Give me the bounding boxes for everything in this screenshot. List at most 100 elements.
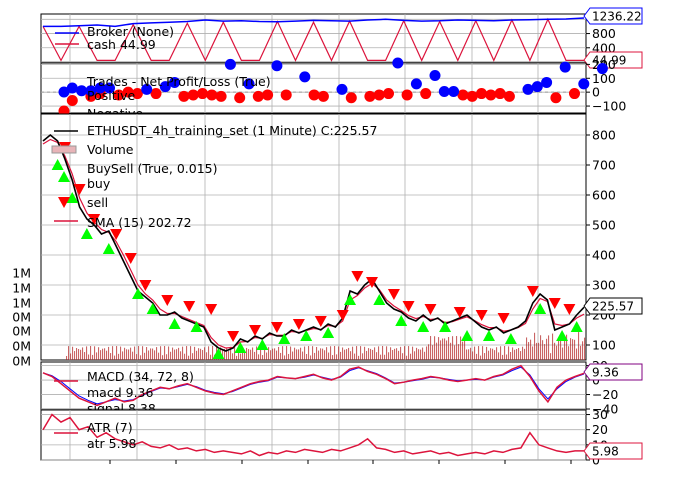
volume-bar	[110, 353, 112, 360]
volume-bar	[574, 339, 576, 360]
volume-bar	[378, 346, 380, 360]
trade-negative-dot	[262, 89, 274, 101]
volume-bar	[452, 336, 454, 360]
volume-bar	[422, 347, 424, 360]
price-ytick-label: 700	[592, 158, 616, 173]
volume-bar	[254, 351, 256, 360]
volume-bar	[276, 350, 278, 360]
volume-bar	[140, 355, 142, 360]
volume-bar	[548, 335, 550, 360]
volume-bar	[402, 353, 404, 360]
buy-marker	[256, 339, 269, 350]
volume-bar	[198, 348, 200, 360]
price-legend-sell-marker	[58, 197, 70, 208]
volume-bar	[532, 346, 534, 360]
volume-bar	[194, 346, 196, 360]
trade-negative-dot	[197, 88, 208, 100]
volume-bar	[350, 351, 352, 360]
volume-bar	[232, 353, 234, 360]
volume-axis-label: 0M	[12, 354, 31, 369]
volume-bar	[368, 348, 370, 360]
buy-marker	[212, 348, 225, 359]
trade-positive-dot	[336, 83, 348, 95]
volume-bar	[528, 342, 530, 360]
volume-bar	[550, 353, 552, 360]
volume-bar	[510, 352, 512, 360]
volume-bar	[482, 346, 484, 360]
volume-bar	[538, 342, 540, 360]
volume-bar	[474, 346, 476, 360]
price-legend-buy-marker	[58, 171, 70, 182]
volume-bar	[364, 346, 366, 360]
trade-negative-dot	[187, 89, 199, 101]
price-frame	[40, 113, 587, 361]
volume-bar	[524, 348, 526, 360]
volume-bar	[370, 348, 372, 360]
volume-axis-label: 1M	[12, 281, 31, 296]
volume-bar	[516, 349, 518, 360]
atr-ytick-label: 0	[592, 453, 600, 468]
buy-marker	[439, 321, 452, 332]
macd-line	[42, 364, 585, 407]
volume-bar	[394, 348, 396, 360]
trade-negative-dot	[364, 90, 376, 102]
buy-marker	[234, 342, 247, 353]
volume-bar	[416, 347, 418, 360]
volume-bar	[404, 346, 406, 360]
volume-bar	[136, 354, 138, 360]
atr-ytick-label: 20	[592, 422, 608, 437]
broker-last-value-box	[583, 7, 643, 25]
sell-marker	[475, 310, 488, 321]
macd-legend-title: MACD (34, 72, 8)	[87, 369, 194, 384]
trade-negative-dot	[383, 88, 394, 100]
volume-bar	[304, 346, 306, 360]
sell-marker	[73, 184, 86, 195]
trade-negative-dot	[503, 90, 515, 102]
trade-positive-dot	[224, 58, 236, 70]
volume-bar	[498, 352, 500, 360]
volume-bar	[132, 351, 134, 360]
volume-bar	[366, 350, 368, 360]
trade-negative-dot	[457, 89, 469, 101]
volume-bar	[504, 346, 506, 360]
trade-positive-dot	[94, 82, 106, 94]
volume-bar	[260, 346, 262, 360]
atr-last-value-box	[583, 442, 643, 460]
volume-bar	[542, 340, 544, 360]
volume-bar	[282, 346, 284, 360]
volume-bar	[560, 334, 562, 360]
buy-marker	[80, 228, 93, 239]
volume-bar	[418, 349, 420, 360]
volume-bar	[570, 338, 572, 360]
buy-marker	[300, 330, 313, 341]
volume-bar	[226, 348, 228, 360]
volume-bar	[358, 355, 360, 360]
volume-bar	[314, 352, 316, 360]
volume-bar	[492, 348, 494, 360]
volume-bar	[312, 346, 314, 360]
volume-bar	[190, 346, 192, 360]
volume-bar	[480, 355, 482, 360]
volume-bar	[118, 353, 120, 360]
volume-bar	[308, 346, 310, 360]
volume-bar	[172, 347, 174, 360]
buy-marker	[190, 321, 203, 332]
price-ytick-label: 800	[592, 128, 616, 143]
trade-negative-dot	[317, 90, 329, 102]
volume-bar	[320, 348, 322, 360]
macd-last-value: 9.36	[592, 366, 619, 380]
volume-bar	[106, 350, 108, 360]
volume-bar	[182, 346, 184, 360]
price-legend-volume: Volume	[87, 142, 134, 157]
price-legend-title: ETHUSDT_4h_training_set (1 Minute) C:225…	[87, 123, 377, 138]
volume-bar	[486, 346, 488, 360]
trade-positive-dot	[159, 81, 171, 93]
price-legend-buysell: BuySell (True, 0.015)	[87, 161, 217, 176]
volume-bar	[236, 355, 238, 360]
trade-positive-dot	[243, 78, 255, 90]
volume-bar	[508, 346, 510, 360]
volume-bar	[456, 336, 458, 360]
volume-bar	[166, 354, 168, 360]
volume-bar	[460, 336, 462, 360]
